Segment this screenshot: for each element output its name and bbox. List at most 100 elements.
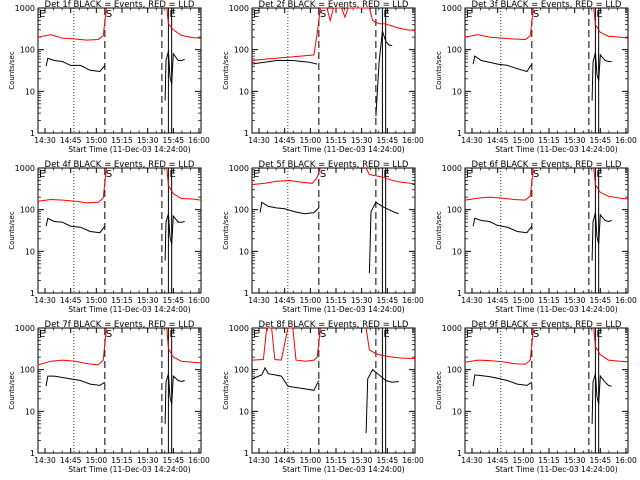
x-tick-label: 15:30 xyxy=(351,456,373,465)
x-tick-label: 14:45 xyxy=(487,136,509,145)
plot-frame xyxy=(251,7,416,134)
x-axis-label: Start Time (11-Dec-03 14:24:00) xyxy=(495,305,617,314)
y-tick-label: 1000 xyxy=(15,324,35,333)
y-axis-label: Counts/sec xyxy=(435,371,443,410)
series-lld-red-line xyxy=(593,327,629,363)
x-tick-label: 16:00 xyxy=(402,136,424,145)
series-events-black-line xyxy=(251,366,320,391)
x-tick-label: 14:30 xyxy=(248,296,270,305)
y-tick-label: 1000 xyxy=(229,164,249,173)
series-lld-red-line xyxy=(593,7,629,39)
x-tick-label: 14:45 xyxy=(60,456,82,465)
series-events-black-line xyxy=(365,368,399,434)
marker-label: S xyxy=(320,169,326,180)
x-axis-label: Start Time (11-Dec-03 14:24:00) xyxy=(68,145,190,154)
x-tick-label: 15:15 xyxy=(538,296,560,305)
panel-title: Det 4f BLACK = Events, RED = LLD xyxy=(45,160,195,170)
marker-label: E xyxy=(383,9,389,20)
marker-label: S xyxy=(533,329,539,340)
x-tick-label: 15:15 xyxy=(111,296,133,305)
series-lld-red-line xyxy=(37,7,107,41)
y-tick-label: 1 xyxy=(30,289,35,298)
marker-label: E xyxy=(39,169,45,180)
y-tick-label: 100 xyxy=(234,366,249,375)
plot-frame xyxy=(37,167,202,294)
y-tick-label: 10 xyxy=(239,247,249,256)
y-tick-label: 100 xyxy=(20,46,35,55)
x-tick-label: 15:30 xyxy=(137,296,159,305)
x-axis-label: Start Time (11-Dec-03 14:24:00) xyxy=(282,145,404,154)
marker-label: E xyxy=(169,169,175,180)
x-tick-label: 15:45 xyxy=(590,296,612,305)
x-tick-label: 16:00 xyxy=(402,296,424,305)
plot-frame xyxy=(464,167,629,294)
marker-label: E xyxy=(596,9,602,20)
x-tick-label: 16:00 xyxy=(615,136,637,145)
marker-label: S xyxy=(320,329,326,340)
series-lld-red-line xyxy=(464,327,534,365)
series-lld-red-line xyxy=(464,7,534,41)
y-tick-label: 1 xyxy=(30,449,35,458)
marker-label: S xyxy=(533,9,539,20)
panel-det-5: Det 5f BLACK = Events, RED = LLD Counts/s… xyxy=(222,160,424,314)
marker-label: E xyxy=(253,329,259,340)
y-tick-label: 1 xyxy=(244,289,249,298)
plot-frame xyxy=(37,327,202,454)
x-tick-label: 16:00 xyxy=(615,456,637,465)
y-axis-label: Counts/sec xyxy=(8,371,16,410)
marker-label: S xyxy=(533,169,539,180)
panel-title: Det 3f BLACK = Events, RED = LLD xyxy=(472,0,622,10)
x-tick-label: 15:45 xyxy=(590,136,612,145)
y-tick-label: 1000 xyxy=(442,324,462,333)
panel-det-8: Det 8f BLACK = Events, RED = LLD Counts/s… xyxy=(222,320,424,474)
plot-frame xyxy=(464,7,629,134)
y-tick-label: 10 xyxy=(239,87,249,96)
y-tick-label: 1000 xyxy=(15,164,35,173)
x-tick-label: 16:00 xyxy=(188,456,210,465)
marker-label: E xyxy=(253,9,259,20)
y-axis-label: Counts/sec xyxy=(8,51,16,90)
x-tick-label: 15:00 xyxy=(513,136,535,145)
plot-frame xyxy=(251,327,416,454)
plot-frame xyxy=(464,327,629,454)
plot-frame xyxy=(251,167,416,294)
x-tick-label: 14:30 xyxy=(248,136,270,145)
x-tick-label: 15:15 xyxy=(538,136,560,145)
marker-label: S xyxy=(320,9,326,20)
panel-title: Det 8f BLACK = Events, RED = LLD xyxy=(259,320,409,330)
x-tick-label: 16:00 xyxy=(188,136,210,145)
y-tick-label: 1000 xyxy=(229,324,249,333)
y-tick-label: 1000 xyxy=(229,4,249,13)
y-tick-label: 10 xyxy=(239,407,249,416)
marker-label: E xyxy=(383,169,389,180)
y-tick-label: 1 xyxy=(244,129,249,138)
x-tick-label: 15:00 xyxy=(300,136,322,145)
panel-det-9: Det 9f BLACK = Events, RED = LLD Counts/s… xyxy=(435,320,637,474)
series-events-black-line xyxy=(45,375,106,387)
x-tick-label: 15:00 xyxy=(513,456,535,465)
marker-label: E xyxy=(169,329,175,340)
marker-label: S xyxy=(106,169,112,180)
x-tick-label: 15:45 xyxy=(377,136,399,145)
y-tick-label: 1 xyxy=(457,289,462,298)
panel-det-2: Det 2f BLACK = Events, RED = LLD Counts/s… xyxy=(222,0,424,154)
x-tick-label: 15:30 xyxy=(564,456,586,465)
series-events-black-line xyxy=(591,52,612,101)
y-tick-label: 10 xyxy=(25,87,35,96)
x-tick-label: 15:00 xyxy=(86,456,108,465)
series-events-black-line xyxy=(472,55,533,73)
series-lld-red-line xyxy=(365,167,416,185)
x-tick-label: 14:45 xyxy=(487,296,509,305)
y-tick-label: 100 xyxy=(234,206,249,215)
x-tick-label: 15:30 xyxy=(137,456,159,465)
x-tick-label: 15:15 xyxy=(538,456,560,465)
x-tick-label: 15:30 xyxy=(137,136,159,145)
marker-label: E xyxy=(39,329,45,340)
x-tick-label: 15:45 xyxy=(377,296,399,305)
series-events-black-line xyxy=(164,373,185,424)
x-axis-label: Start Time (11-Dec-03 14:24:00) xyxy=(495,145,617,154)
y-tick-label: 10 xyxy=(452,247,462,256)
series-events-black-line xyxy=(472,374,533,387)
series-events-black-line xyxy=(472,217,533,234)
x-tick-label: 15:30 xyxy=(351,136,373,145)
